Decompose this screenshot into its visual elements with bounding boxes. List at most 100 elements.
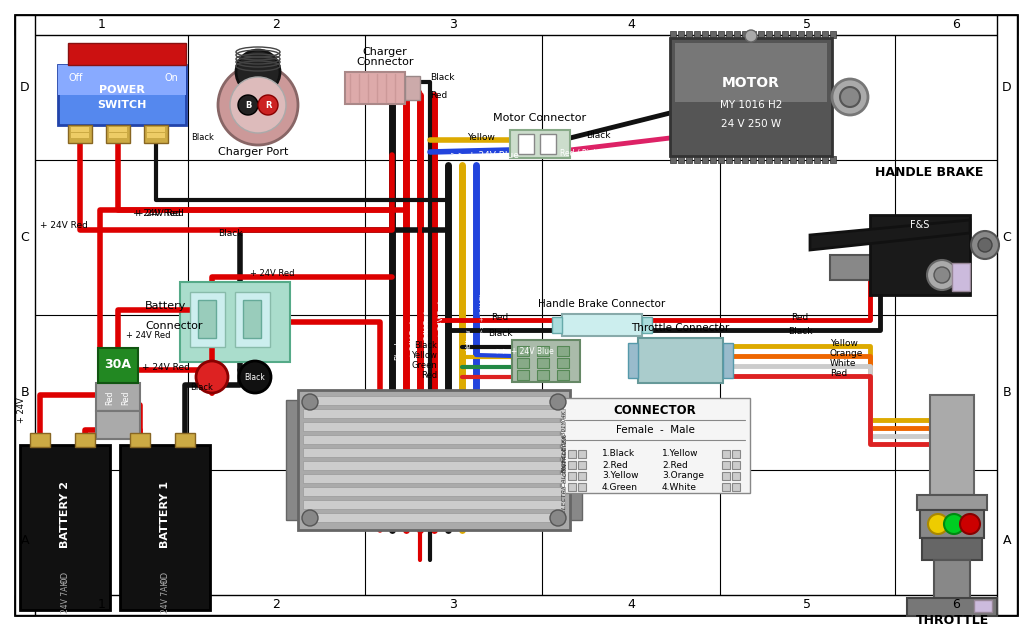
Text: 6: 6 [953,598,960,612]
Bar [560,398,750,493]
Bar [814,31,820,38]
Bar [702,156,708,163]
Bar [742,31,748,38]
Bar [180,282,290,362]
Text: BATTERY 2: BATTERY 2 [60,481,70,548]
Bar [175,433,195,447]
Text: 2: 2 [272,598,281,612]
Bar [578,461,586,469]
Bar [823,156,828,163]
Bar [568,472,576,480]
Text: ELECTRICAL BICYCLE: ELECTRICAL BICYCLE [562,447,568,513]
Polygon shape [810,220,970,250]
Bar [702,31,708,38]
Text: Black: Black [414,341,437,350]
Bar [303,474,565,483]
Circle shape [840,87,860,107]
Circle shape [944,514,964,534]
Circle shape [302,510,318,526]
Text: 24V 7AH: 24V 7AH [161,580,169,614]
Text: SWITCH: SWITCH [97,100,147,110]
Bar [723,343,733,378]
Text: R: R [265,101,271,110]
Text: B: B [1003,386,1011,399]
Text: 2.Red: 2.Red [662,461,687,469]
Bar [732,450,740,458]
Text: Black: Black [430,74,454,83]
Bar [15,15,35,615]
Circle shape [960,514,980,534]
Bar [670,156,676,163]
Bar [675,43,827,102]
Bar [20,445,110,610]
Bar [722,461,730,469]
Circle shape [258,95,278,115]
Bar [934,560,970,600]
Text: B: B [21,386,29,399]
Text: + 24V Red: + 24V Red [142,362,190,372]
Bar [243,300,261,338]
Text: 1: 1 [98,18,105,32]
Circle shape [934,267,950,283]
Bar [798,156,804,163]
Bar [58,65,186,95]
Bar [15,595,1017,615]
Bar [952,263,970,291]
Text: B: B [245,101,251,110]
Bar [766,31,772,38]
Bar [638,338,723,383]
Bar [830,255,910,280]
Text: Red / Pink >> +24V: Red / Pink >> +24V [559,149,637,158]
Text: >> + 24V Blue: >> + 24V Blue [481,286,485,334]
Text: MOTOR: MOTOR [722,76,780,90]
Bar [147,133,165,138]
Circle shape [236,50,280,94]
Text: HANDLE BRAKE: HANDLE BRAKE [875,166,983,178]
Circle shape [927,260,957,290]
Text: OD: OD [61,570,69,583]
Bar [303,396,565,405]
Circle shape [550,510,566,526]
Text: Red: Red [792,312,809,321]
Circle shape [239,361,271,393]
Bar [540,134,556,154]
Text: Yellow: Yellow [411,352,437,360]
Text: 3: 3 [450,598,457,612]
Text: Red: Red [491,312,509,321]
Bar [734,31,740,38]
Bar [303,422,565,431]
Bar [907,598,997,616]
Bar [303,409,565,418]
Text: Battery: Battery [146,301,187,311]
Text: Red: Red [105,391,115,405]
Text: Red: Red [122,391,130,405]
Bar [537,370,549,380]
Bar [345,72,405,104]
Bar [722,450,730,458]
Bar [147,127,165,132]
Bar [405,76,420,100]
Text: + 24V Red: + 24V Red [40,220,88,229]
Bar [537,346,549,356]
Text: + 24V Red: + 24V Red [250,270,294,278]
Bar [96,383,140,411]
Bar [732,483,740,491]
Bar [537,358,549,368]
Text: 24V 7AH: 24V 7AH [61,580,69,614]
Bar [286,400,304,520]
Bar [510,130,570,158]
Bar [722,483,730,491]
Circle shape [971,231,999,259]
Text: + 24V Red: + 24V Red [438,302,444,338]
Text: 1.Black: 1.Black [602,449,635,459]
Bar [678,156,684,163]
Bar [670,31,676,38]
Text: D: D [21,81,30,94]
Bar [144,125,168,143]
Text: + 24V Red: + 24V Red [136,209,184,217]
Text: BATTERY 1: BATTERY 1 [160,481,170,548]
Text: Female  -  Male: Female - Male [615,425,695,435]
Circle shape [196,361,228,393]
Text: Black: Black [218,229,243,238]
Bar [823,31,828,38]
